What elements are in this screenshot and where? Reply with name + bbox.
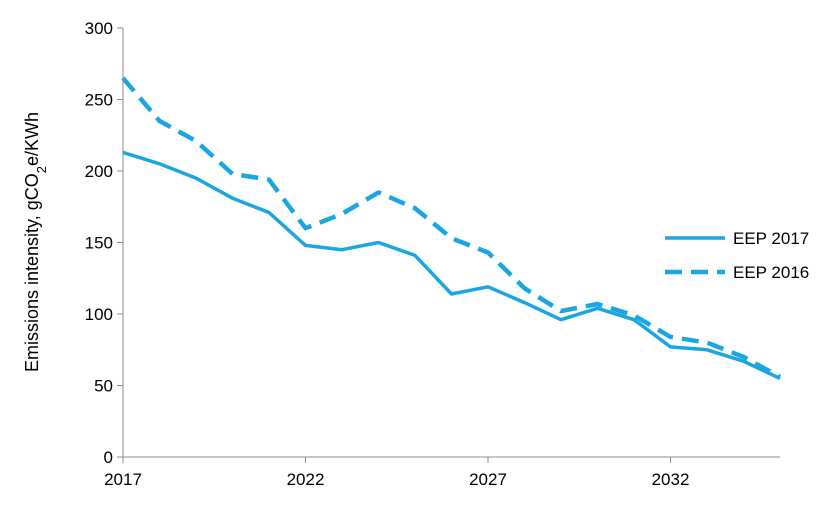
- series-line-eep-2017: [122, 150, 781, 380]
- x-tick-label: 2032: [652, 470, 690, 489]
- legend: EEP 2017 EEP 2016: [665, 229, 809, 282]
- x-axis-ticks: 2017 2022 2027 2032: [104, 457, 689, 489]
- y-tick-label: 0: [104, 448, 113, 467]
- y-tick-label: 50: [94, 377, 113, 396]
- y-tick-label: 200: [85, 162, 113, 181]
- y-axis-ticks: 0 50 100 150 200 250 300: [85, 19, 123, 467]
- y-tick-label: 300: [85, 19, 113, 38]
- series-line-eep-2016: [121, 76, 782, 379]
- y-axis-title-subscript: 2: [34, 166, 49, 173]
- y-axis-title: Emissions intensity, gCO2e/KWh: [22, 112, 49, 372]
- legend-label-eep-2017: EEP 2017: [733, 229, 809, 248]
- x-tick-label: 2017: [104, 470, 142, 489]
- x-tick-label: 2027: [469, 470, 507, 489]
- legend-label-eep-2016: EEP 2016: [733, 263, 809, 282]
- y-tick-label: 100: [85, 305, 113, 324]
- series-lines: [121, 76, 782, 380]
- y-tick-label: 150: [85, 234, 113, 253]
- y-tick-label: 250: [85, 91, 113, 110]
- x-tick-label: 2022: [287, 470, 325, 489]
